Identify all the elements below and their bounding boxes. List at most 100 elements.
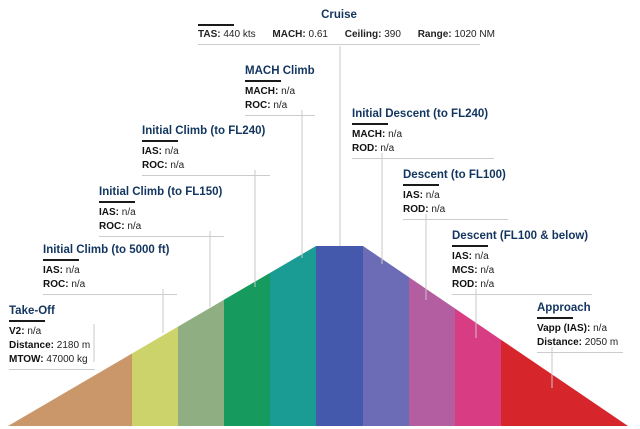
- band-mach-climb: [270, 246, 316, 426]
- phase-label-climb-5000: Initial Climb (to 5000 ft) IAS: n/a ROC: n…: [43, 243, 177, 295]
- phase-row-value: n/a: [472, 251, 489, 262]
- phase-row-value: 2050 m: [582, 337, 619, 348]
- phase-row-key: Distance:: [9, 340, 55, 351]
- phase-row-key: ROD:: [452, 279, 478, 290]
- phase-title-bar: [352, 123, 388, 125]
- phase-title-bar: [452, 245, 488, 247]
- phase-row-value: n/a: [63, 265, 80, 276]
- tas-label: TAS:: [198, 29, 221, 40]
- phase-row-key: MCS:: [452, 265, 478, 276]
- phase-row-key: ROC:: [43, 279, 69, 290]
- phase-title: Initial Climb (to FL150): [99, 186, 223, 198]
- phase-row-key: MACH:: [352, 129, 386, 140]
- phase-row-value: n/a: [124, 221, 142, 232]
- phase-row-key: ROD:: [403, 204, 429, 215]
- phase-title-bar: [43, 259, 79, 261]
- cruise-title-bar: [198, 24, 234, 26]
- phase-row: MACH: n/a: [245, 85, 315, 99]
- phase-label-descent-below: Descent (FL100 & below) IAS: n/a MCS: n/a R…: [452, 229, 592, 295]
- phase-label-climb-fl150: Initial Climb (to FL150) IAS: n/a ROC: n/a: [99, 185, 224, 237]
- phase-row-key: V2:: [9, 326, 25, 337]
- cruise-underline: [198, 44, 480, 45]
- cruise-values: TAS: 440 kts MACH: 0.61 Ceiling: 390 Ran…: [198, 28, 495, 42]
- phase-row: ROD: n/a: [352, 142, 494, 156]
- range-value: 1020 NM: [454, 29, 495, 40]
- band-takeoff: [8, 353, 132, 426]
- band-initial-descent: [363, 246, 409, 426]
- phase-row: IAS: n/a: [43, 264, 177, 278]
- phase-row-value: n/a: [477, 279, 495, 290]
- band-cruise: [316, 246, 363, 426]
- mach-label: MACH:: [272, 29, 306, 40]
- phase-row-key: IAS:: [403, 190, 423, 201]
- phase-row-value: n/a: [270, 100, 288, 111]
- phase-row-key: IAS:: [142, 146, 162, 157]
- phase-row-value: n/a: [167, 160, 185, 171]
- ceiling-value: 390: [384, 29, 401, 40]
- phase-row: IAS: n/a: [99, 206, 224, 220]
- phase-row: MTOW: 47000 kg: [9, 353, 95, 367]
- phase-row-key: ROD:: [352, 143, 378, 154]
- phase-row: IAS: n/a: [142, 145, 270, 159]
- phase-row-value: 47000 kg: [43, 354, 88, 365]
- phase-row-key: ROC:: [142, 160, 168, 171]
- phase-label-descent-fl100: Descent (to FL100) IAS: n/a ROD: n/a: [403, 168, 508, 220]
- phase-row: ROD: n/a: [403, 203, 508, 217]
- phase-row-key: MTOW:: [9, 354, 44, 365]
- cruise-label: Cruise TAS: 440 kts MACH: 0.61 Ceiling: …: [198, 8, 495, 45]
- band-approach: [501, 339, 628, 426]
- band-climb-fl240: [224, 272, 270, 426]
- phase-title-bar: [245, 80, 281, 82]
- phase-row: Distance: 2050 m: [537, 336, 623, 350]
- phase-underline: [142, 175, 270, 176]
- phase-row-key: Distance:: [537, 337, 583, 348]
- phase-title: Initial Climb (to FL240): [142, 125, 266, 137]
- phase-row-key: MACH:: [245, 86, 279, 97]
- phase-label-climb-fl240: Initial Climb (to FL240) IAS: n/a ROC: n/a: [142, 124, 270, 176]
- phase-label-approach: Approach Vapp (IAS): n/a Distance: 2050 m: [537, 301, 623, 353]
- phase-row-key: ROC:: [245, 100, 271, 111]
- phase-row: ROC: n/a: [245, 99, 315, 113]
- mach-value: 0.61: [308, 29, 328, 40]
- phase-row: MACH: n/a: [352, 128, 494, 142]
- phase-row: ROC: n/a: [142, 159, 270, 173]
- phase-underline: [9, 369, 95, 370]
- phase-underline: [245, 115, 315, 116]
- phase-row-value: n/a: [162, 146, 179, 157]
- phase-row-value: n/a: [428, 204, 446, 215]
- phase-row: ROC: n/a: [99, 220, 224, 234]
- phase-row-value: n/a: [590, 323, 608, 334]
- phase-row: V2: n/a: [9, 325, 95, 339]
- phase-underline: [99, 236, 224, 237]
- phase-row-value: n/a: [477, 265, 495, 276]
- phase-title-bar: [142, 140, 178, 142]
- phase-row-value: 2180 m: [54, 340, 91, 351]
- phase-row-value: n/a: [385, 129, 403, 140]
- ceiling-label: Ceiling:: [344, 29, 382, 40]
- phase-row-value: n/a: [68, 279, 86, 290]
- phase-row-value: n/a: [119, 207, 136, 218]
- tas-value: 440 kts: [223, 29, 256, 40]
- phase-title: Descent (to FL100): [403, 169, 506, 181]
- phase-row-key: Vapp (IAS):: [537, 323, 591, 334]
- phase-title: Initial Descent (to FL240): [352, 108, 489, 120]
- phase-row: MCS: n/a: [452, 264, 592, 278]
- cruise-title: Cruise: [321, 9, 357, 21]
- phase-row-key: IAS:: [43, 265, 63, 276]
- phase-underline: [452, 294, 592, 295]
- phase-title: Take-Off: [9, 305, 55, 317]
- range-label: Range:: [417, 29, 452, 40]
- phase-row-value: n/a: [423, 190, 440, 201]
- band-descent-fl100: [409, 277, 455, 426]
- phase-row: IAS: n/a: [452, 250, 592, 264]
- phase-row: IAS: n/a: [403, 189, 508, 203]
- phase-underline: [352, 158, 494, 159]
- phase-title-bar: [537, 317, 573, 319]
- phase-row-value: n/a: [278, 86, 296, 97]
- band-climb-5000: [132, 326, 178, 426]
- phase-label-initial-descent: Initial Descent (to FL240) MACH: n/a ROD: …: [352, 107, 494, 159]
- phase-underline: [43, 294, 177, 295]
- phase-row: Distance: 2180 m: [9, 339, 95, 353]
- phase-title: Approach: [537, 302, 591, 314]
